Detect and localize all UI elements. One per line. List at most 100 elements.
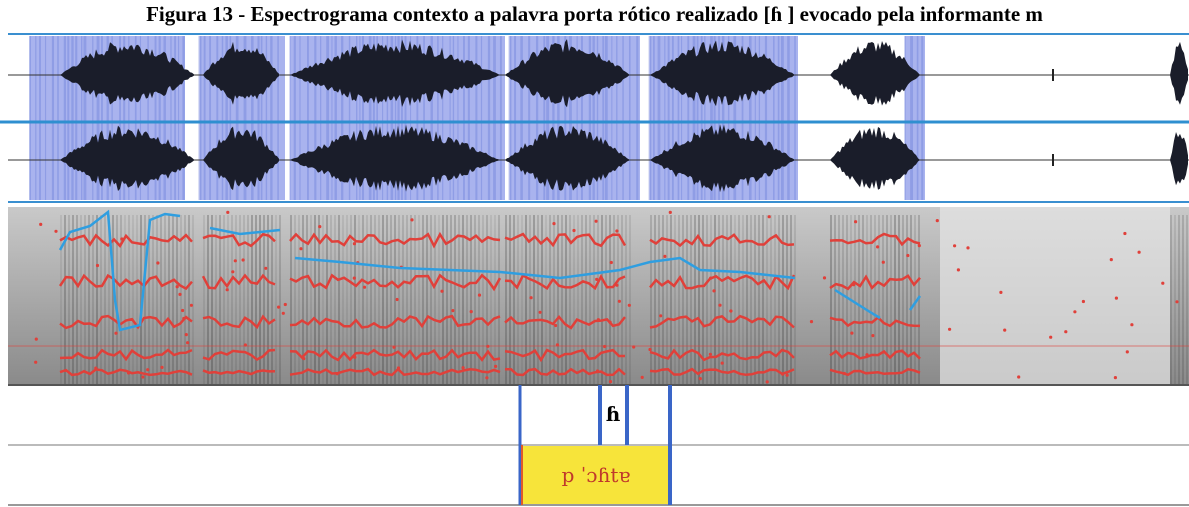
voicing-band: [438, 215, 440, 385]
voicing-band: [374, 215, 376, 385]
formant-track: [289, 348, 501, 362]
voicing-band: [762, 215, 764, 385]
voicing-band: [306, 215, 308, 385]
formant-track: [59, 314, 193, 330]
formant-point: [1109, 258, 1113, 262]
voicing-band: [243, 215, 245, 385]
formant-point: [1073, 310, 1077, 314]
spectrogram-overlay: [8, 207, 1189, 385]
formant-point: [906, 253, 910, 258]
voicing-band: [666, 215, 668, 385]
voicing-band: [64, 215, 66, 385]
voicing-band: [259, 215, 261, 385]
formant-point: [842, 371, 847, 376]
voicing-band: [565, 215, 567, 385]
voicing-band: [426, 215, 428, 385]
formant-point: [353, 355, 357, 359]
waveform-burst: [1170, 132, 1188, 186]
formant-point: [948, 327, 952, 331]
voicing-band: [176, 215, 178, 385]
voicing-band: [219, 215, 221, 385]
voicing-band: [318, 215, 320, 385]
formant-point: [34, 337, 38, 341]
voicing-band: [537, 215, 539, 385]
formant-point: [718, 303, 722, 307]
formant-point: [352, 276, 356, 280]
formant-track: [649, 348, 795, 362]
voicing-band: [231, 215, 233, 385]
voicing-band: [670, 215, 672, 385]
voicing-band: [227, 215, 229, 385]
voicing-band: [422, 215, 424, 385]
formant-point: [595, 277, 599, 281]
formant-track: [649, 233, 795, 248]
voicing-band: [192, 215, 194, 385]
voicing-band: [686, 215, 688, 385]
voicing-band: [545, 215, 547, 385]
voicing-band: [910, 215, 912, 385]
formant-point: [871, 334, 875, 338]
formant-point: [231, 270, 235, 274]
voicing-band: [100, 215, 102, 385]
formant-point: [1123, 231, 1127, 236]
formant-point: [186, 341, 190, 345]
formant-point: [181, 308, 185, 313]
formant-track: [504, 314, 626, 330]
formant-point: [461, 366, 465, 370]
voicing-band: [702, 215, 704, 385]
formant-point: [178, 292, 182, 296]
formant-point: [335, 372, 339, 376]
waveform-burst: [830, 127, 920, 190]
formant-point: [999, 290, 1003, 294]
voicing-band: [609, 215, 611, 385]
formant-point: [1049, 335, 1053, 339]
voicing-band: [354, 215, 356, 385]
formant-point: [241, 258, 245, 262]
formant-point: [1161, 281, 1165, 285]
formant-track: [504, 367, 626, 377]
waveform-burst: [650, 124, 794, 193]
voicing-band: [450, 215, 452, 385]
voicing-band: [890, 215, 892, 385]
voicing-band: [60, 215, 62, 385]
formant-point: [594, 219, 598, 223]
formant-point: [852, 283, 856, 287]
formant-point: [1125, 350, 1129, 354]
formant-point: [608, 380, 613, 384]
voicing-band: [120, 215, 122, 385]
formant-track: [202, 348, 276, 361]
voicing-band: [156, 215, 158, 385]
formant-point: [1081, 299, 1085, 304]
formant-track: [289, 314, 501, 329]
voicing-band: [770, 215, 772, 385]
voicing-band: [597, 215, 599, 385]
waveform-burst: [1170, 41, 1188, 105]
formant-point: [709, 276, 713, 280]
voicing-band: [694, 215, 696, 385]
voicing-band: [128, 215, 130, 385]
formant-track: [504, 348, 625, 363]
voicing-band: [160, 215, 162, 385]
voicing-band: [478, 215, 480, 385]
formant-point: [95, 263, 100, 268]
formant-point: [1114, 296, 1118, 300]
formant-point: [538, 310, 542, 314]
voicing-band: [794, 215, 796, 385]
voicing-band: [842, 215, 844, 385]
formant-point: [615, 283, 619, 287]
waveform-burst: [505, 125, 629, 191]
voicing-band: [430, 215, 432, 385]
voicing-band: [414, 215, 416, 385]
voicing-band: [207, 215, 209, 385]
formant-point: [596, 318, 601, 322]
voicing-band: [874, 215, 876, 385]
voicing-band: [706, 215, 708, 385]
voicing-band: [290, 215, 292, 385]
formant-point: [302, 357, 306, 361]
formant-point: [781, 372, 785, 376]
formant-point: [659, 314, 663, 318]
formant-point: [485, 376, 489, 380]
voicing-band: [490, 215, 492, 385]
formant-track: [829, 349, 921, 360]
voicing-band: [541, 215, 543, 385]
